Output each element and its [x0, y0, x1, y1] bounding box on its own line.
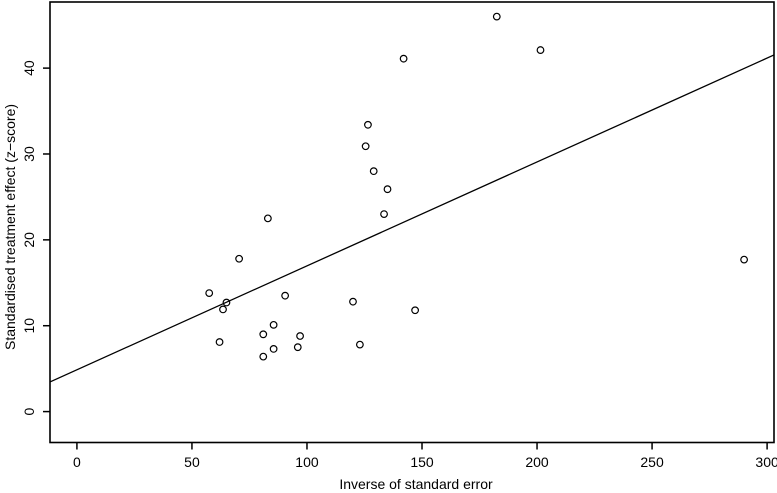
x-tick-label: 300 [755, 454, 777, 470]
plot-frame [49, 1, 775, 444]
x-tick-label: 100 [295, 454, 319, 470]
data-point [263, 214, 272, 223]
data-point [259, 352, 268, 361]
y-tick-label: 10 [21, 318, 37, 334]
data-points [205, 12, 748, 361]
x-axis-ticks: 0 50 100 150 200 250 300 [73, 442, 777, 470]
y-tick-label: 20 [21, 232, 37, 248]
data-point [222, 298, 231, 307]
data-point [492, 12, 501, 21]
x-tick-label: 0 [73, 454, 81, 470]
data-point [219, 305, 227, 314]
data-point [281, 291, 290, 300]
x-tick-label: 200 [525, 454, 549, 470]
data-point [215, 338, 224, 346]
x-tick-label: 50 [184, 454, 200, 470]
data-point [259, 330, 268, 339]
data-point [369, 167, 378, 176]
data-point [399, 54, 408, 63]
y-tick-label: 40 [21, 60, 37, 76]
data-point [205, 289, 214, 297]
regression-line [49, 54, 775, 383]
data-point [380, 210, 388, 218]
x-axis-title: Inverse of standard error [339, 476, 493, 492]
data-point [411, 306, 420, 315]
y-tick-label: 30 [21, 146, 37, 162]
data-point [296, 332, 304, 340]
y-axis-title: Standardised treatment effect (z−score) [2, 104, 18, 350]
y-tick-label: 0 [21, 407, 37, 415]
data-point [293, 343, 302, 352]
data-point [269, 320, 278, 329]
y-axis-ticks: 0 10 20 30 40 [21, 60, 50, 415]
x-tick-label: 250 [640, 454, 664, 470]
data-point [349, 297, 357, 306]
data-point [361, 142, 370, 151]
data-point [364, 120, 372, 129]
data-point [269, 345, 278, 353]
data-point [383, 185, 392, 194]
data-point [235, 254, 244, 263]
data-point [355, 340, 364, 349]
data-point [536, 46, 545, 54]
data-point [740, 255, 748, 264]
x-tick-label: 150 [410, 454, 434, 470]
